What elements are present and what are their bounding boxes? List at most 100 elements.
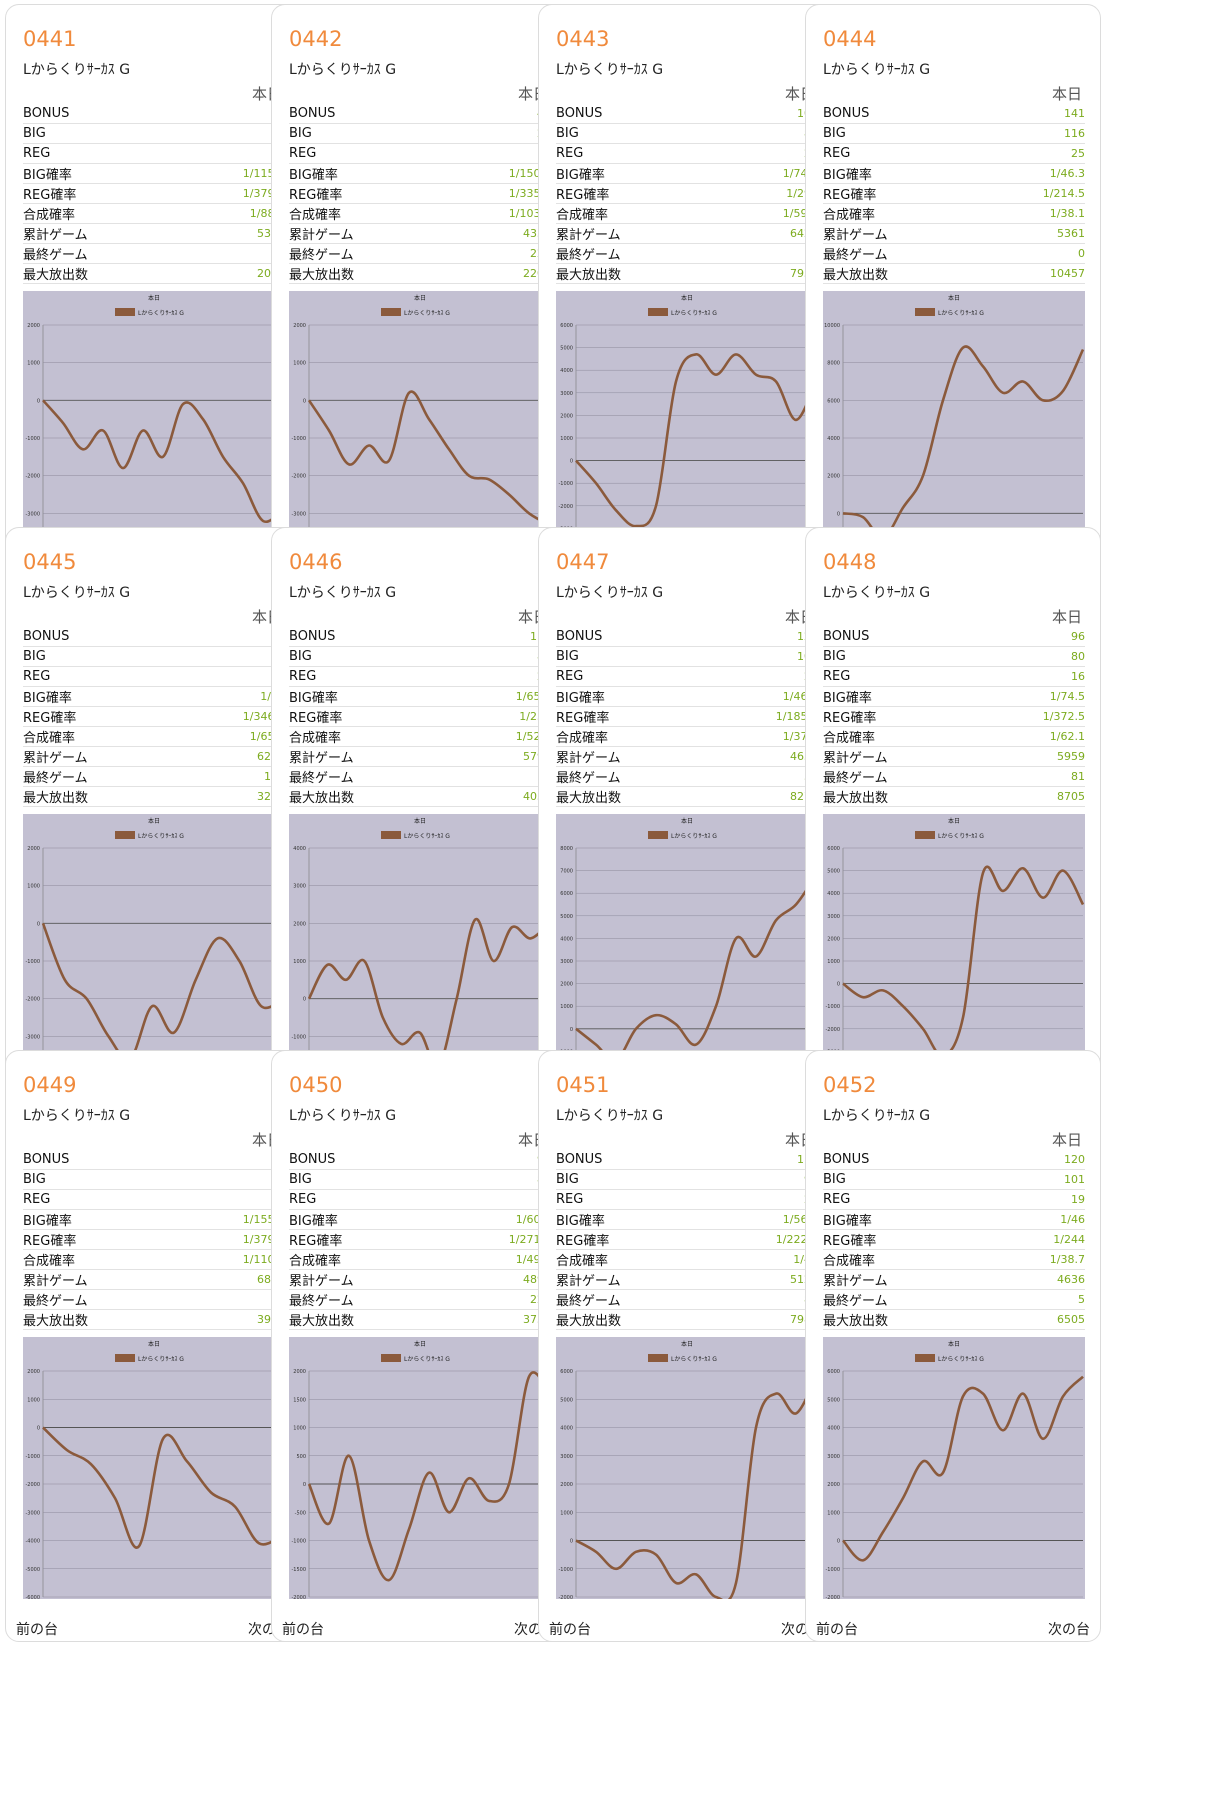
machine-model: Lからくりｻｰｶｽ G <box>289 585 397 601</box>
stat-label: BIG確率 <box>556 163 726 184</box>
chart-title: 本日 <box>414 1340 426 1348</box>
stats-row: 最大放出数 7930 <box>556 263 818 284</box>
stat-value: 80 <box>981 646 1085 667</box>
stat-value: 2201 <box>447 263 551 284</box>
y-tick-label: -2000 <box>291 1595 306 1599</box>
stats-row: BIG確率 1/115.5 <box>23 163 285 184</box>
machine-number[interactable]: 0446 <box>289 550 343 574</box>
legend-swatch <box>648 308 668 316</box>
machine-number[interactable]: 0448 <box>823 550 877 574</box>
machine-card[interactable]: 0446 Lからくりｻｰｶｽ G 本日 BONUS111BIG88REG23BIG確率… <box>271 527 567 1119</box>
payout-chart: 本日 Lからくりｻｰｶｽ G 6000 5000 4000 3000 2000 1000 0 -1… <box>556 291 818 555</box>
chart-title: 本日 <box>414 294 426 302</box>
legend-swatch <box>648 831 668 839</box>
stats-row: BIG100 <box>556 646 818 667</box>
stats-row: 累計ゲーム 4637 <box>556 746 818 767</box>
stat-label: 累計ゲーム <box>23 1269 182 1290</box>
prev-machine-link[interactable]: 前の台 <box>816 1622 858 1638</box>
stat-value: 224 <box>447 1289 551 1310</box>
stat-label: 合成確率 <box>556 726 715 747</box>
stat-value: 1/346.5 <box>181 706 285 727</box>
y-tick-label: -2000 <box>25 474 40 480</box>
stat-value: 5122 <box>714 1269 818 1290</box>
stat-value: 1/46.4 <box>714 686 818 707</box>
stat-value: 4636 <box>992 1269 1085 1290</box>
y-tick-label: 8000 <box>560 846 573 852</box>
chart-title: 本日 <box>681 294 693 302</box>
stats-row: BONUS114 <box>556 1150 818 1170</box>
prev-machine-link[interactable]: 前の台 <box>16 1622 58 1638</box>
chart-background <box>556 291 818 553</box>
column-header: 本日 <box>1051 1131 1082 1149</box>
y-tick-label: 5000 <box>560 914 573 920</box>
stat-value: 6237 <box>181 746 285 767</box>
prev-machine-link[interactable]: 前の台 <box>549 1622 591 1638</box>
machine-card[interactable]: 0443 Lからくりｻｰｶｽ G 本日 BONUS108BIG86REG22BIG確率… <box>538 4 834 596</box>
chart-title: 本日 <box>414 817 426 825</box>
machine-card[interactable]: 0452 Lからくりｻｰｶｽ G 本日 BONUS 120 BIG 101 REG 19 BIG確… <box>805 1050 1101 1642</box>
stats-row: 最大放出数 8274 <box>556 786 818 807</box>
stat-value: 6823 <box>181 1269 285 1290</box>
y-tick-label: 500 <box>296 1454 306 1460</box>
machine-model: Lからくりｻｰｶｽ G <box>23 1108 131 1124</box>
stats-row: REG確率 1/346.5 <box>23 706 285 727</box>
machine-card[interactable]: 0444 Lからくりｻｰｶｽ G 本日 BONUS 141 BIG 116 REG 25 BIG確… <box>805 4 1101 596</box>
stat-value: 42 <box>447 104 551 124</box>
machine-number[interactable]: 0447 <box>556 550 610 574</box>
stats-row: 合成確率 1/88.6 <box>23 203 285 224</box>
machine-card[interactable]: 0447 Lからくりｻｰｶｽ G 本日 BONUS125BIG100REG25BIG確… <box>538 527 834 1119</box>
chart-svg: 本日 Lからくりｻｰｶｽ G 6000 5000 4000 3000 2000 1000 0 -1… <box>556 291 818 555</box>
y-tick-label: -1000 <box>558 481 573 487</box>
stats-row: 合成確率 1/110.1 <box>23 1249 285 1270</box>
series-line <box>842 865 1085 1058</box>
stat-label: BIG <box>556 646 715 667</box>
legend-label: Lからくりｻｰｶｽ G <box>938 310 984 317</box>
stat-label: 合成確率 <box>289 1249 448 1270</box>
stat-label: BIG <box>23 123 182 144</box>
chart-svg: 本日 Lからくりｻｰｶｽ G 2000 1000 0 -1000 -2000 -3000 -40… <box>23 1337 285 1601</box>
stats-row: 累計ゲーム 4356 <box>289 223 551 244</box>
y-tick-label: 5000 <box>560 346 573 352</box>
machine-number[interactable]: 0451 <box>556 1073 610 1097</box>
stat-value: 1/244 <box>992 1229 1085 1250</box>
machine-model: Lからくりｻｰｶｽ G <box>823 1108 931 1124</box>
stat-label: 最終ゲーム <box>23 1289 182 1310</box>
payout-chart: 本日 Lからくりｻｰｶｽ G 6000 5000 4000 3000 2000 1000 0 -1… <box>556 1337 818 1603</box>
stat-label: BIG <box>23 1169 182 1190</box>
machine-number[interactable]: 0450 <box>289 1073 343 1097</box>
stat-value: 25 <box>981 143 1085 164</box>
machine-number[interactable]: 0452 <box>823 1073 877 1097</box>
stats-row: BIG確率 1/56.3 <box>556 1209 818 1230</box>
stat-label: BONUS <box>289 627 459 647</box>
next-machine-link[interactable]: 次の台 <box>1048 1622 1090 1638</box>
machine-number[interactable]: 0449 <box>23 1073 77 1097</box>
stat-value: 224 <box>447 243 551 264</box>
stat-label: BIG <box>289 646 459 667</box>
machine-number[interactable]: 0441 <box>23 27 77 51</box>
series-line <box>575 353 818 528</box>
stats-row: 最大放出数3998 <box>23 1309 285 1330</box>
stats-row: REG 16 <box>823 666 1085 687</box>
machine-number[interactable]: 0444 <box>823 27 877 51</box>
stats-table: BONUS62BIG44REG18BIG確率1/155.1REG確率1/379.… <box>23 1150 285 1330</box>
stat-value: 25 <box>714 666 818 687</box>
stat-value: 46 <box>181 123 285 144</box>
stats-row: 合成確率 1/65.7 <box>23 726 285 747</box>
machine-card[interactable]: 0451 Lからくりｻｰｶｽ G 本日 BONUS114BIG91REG23BIG確率… <box>538 1050 834 1642</box>
stat-label: 合成確率 <box>23 1249 182 1270</box>
machine-card[interactable]: 0448 Lからくりｻｰｶｽ G 本日 BONUS 96 BIG 80 REG 16 BIG確率 1… <box>805 527 1101 1119</box>
machine-number[interactable]: 0445 <box>23 550 77 574</box>
machine-number[interactable]: 0442 <box>289 27 343 51</box>
y-tick-label: 3000 <box>827 1454 840 1460</box>
stat-label: REG確率 <box>23 706 182 727</box>
prev-machine-link[interactable]: 前の台 <box>282 1622 324 1638</box>
machine-number[interactable]: 0443 <box>556 27 610 51</box>
